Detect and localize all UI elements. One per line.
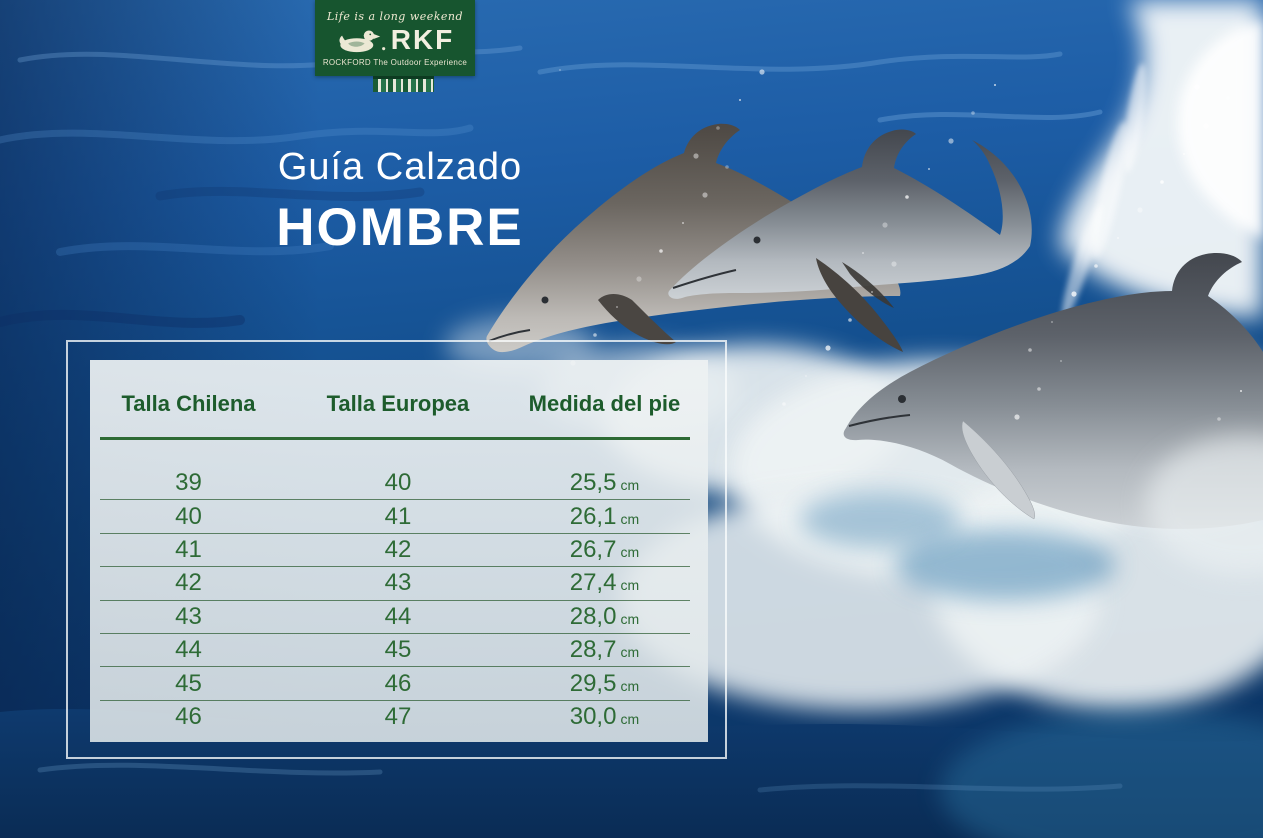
column-header-europea: Talla Europea [326, 391, 470, 416]
size-cell-medida: 26,1 cm [569, 502, 640, 530]
table-row: 44 45 28,7 cm [100, 634, 690, 668]
size-cell-chilena: 41 [175, 535, 202, 563]
size-cell-medida: 26,7 cm [569, 535, 640, 563]
size-cell-europea: 41 [384, 502, 412, 530]
unit-label: cm [620, 610, 640, 627]
table-row: 45 46 29,5 cm [100, 667, 690, 701]
size-cell-europea: 40 [384, 469, 412, 497]
size-cell-chilena: 39 [175, 469, 202, 497]
size-cell-europea: 45 [384, 636, 412, 664]
size-cell-medida: 25,5 cm [569, 469, 640, 497]
brand-logo: Life is a long weekend RKF ROCKFORD The … [315, 0, 475, 76]
brand-subtitle: ROCKFORD The Outdoor Experience [322, 57, 468, 67]
size-cell-europea: 46 [384, 669, 412, 697]
size-cell-europea: 44 [384, 602, 412, 630]
table-header-row: Talla Chilena Talla Europea Medida del p… [100, 391, 690, 417]
size-cell-chilena: 42 [175, 569, 202, 597]
column-header-medida: Medida del pie [528, 391, 681, 416]
page-title: Guía Calzado HOMBRE [150, 146, 650, 258]
title-line1: Guía Calzado [277, 146, 523, 188]
table-row: 41 42 26,7 cm [100, 534, 690, 568]
size-cell-chilena: 46 [175, 702, 202, 730]
dolphin-3-illustration [843, 252, 1263, 529]
sea-foam [1145, 435, 1263, 575]
unit-label: cm [620, 577, 640, 594]
size-cell-medida: 28,7 cm [569, 636, 640, 664]
size-table: Talla Chilena Talla Europea Medida del p… [100, 360, 690, 733]
unit-label: cm [620, 710, 640, 727]
size-cell-chilena: 43 [175, 602, 202, 630]
size-guide-panel: Talla Chilena Talla Europea Medida del p… [90, 360, 708, 742]
dolphin-1-illustration [486, 123, 901, 353]
dolphin-2-illustration [668, 129, 1032, 352]
size-cell-europea: 42 [384, 535, 412, 563]
size-cell-medida: 28,0 cm [569, 602, 640, 630]
table-row: 46 47 30,0 cm [100, 701, 690, 733]
column-header-chilena: Talla Chilena [121, 391, 256, 416]
table-row: 43 44 28,0 cm [100, 601, 690, 634]
size-cell-europea: 43 [384, 569, 412, 597]
brand-tagline: Life is a long weekend [326, 9, 464, 23]
spray-droplets [559, 69, 1242, 421]
table-row: 42 43 27,4 cm [100, 567, 690, 601]
table-outer-frame [66, 340, 727, 759]
table-row: 39 40 25,5 cm [100, 467, 690, 501]
size-cell-medida: 29,5 cm [569, 669, 640, 697]
unit-label: cm [620, 477, 640, 494]
unit-label: cm [620, 543, 640, 560]
size-cell-chilena: 40 [175, 502, 202, 530]
woven-label-ribbon [373, 76, 434, 92]
title-line2: HOMBRE [276, 198, 524, 257]
unit-label: cm [620, 677, 640, 694]
duck-icon [339, 29, 385, 52]
table-row: 40 41 26,1 cm [100, 500, 690, 534]
size-cell-medida: 30,0 cm [569, 702, 640, 730]
brand-name: RKF [390, 23, 455, 55]
size-cell-chilena: 45 [175, 669, 202, 697]
header-underline [100, 437, 690, 440]
size-cell-medida: 27,4 cm [569, 569, 640, 597]
size-cell-chilena: 44 [175, 636, 202, 664]
wave-crest [1060, 0, 1263, 320]
size-cell-europea: 47 [384, 702, 412, 730]
unit-label: cm [620, 644, 640, 661]
unit-label: cm [620, 510, 640, 527]
table-body: 39 40 25,5 cm 40 41 26,1 cm 41 42 26,7 cm 42 43 27,4 cm… [100, 467, 690, 733]
